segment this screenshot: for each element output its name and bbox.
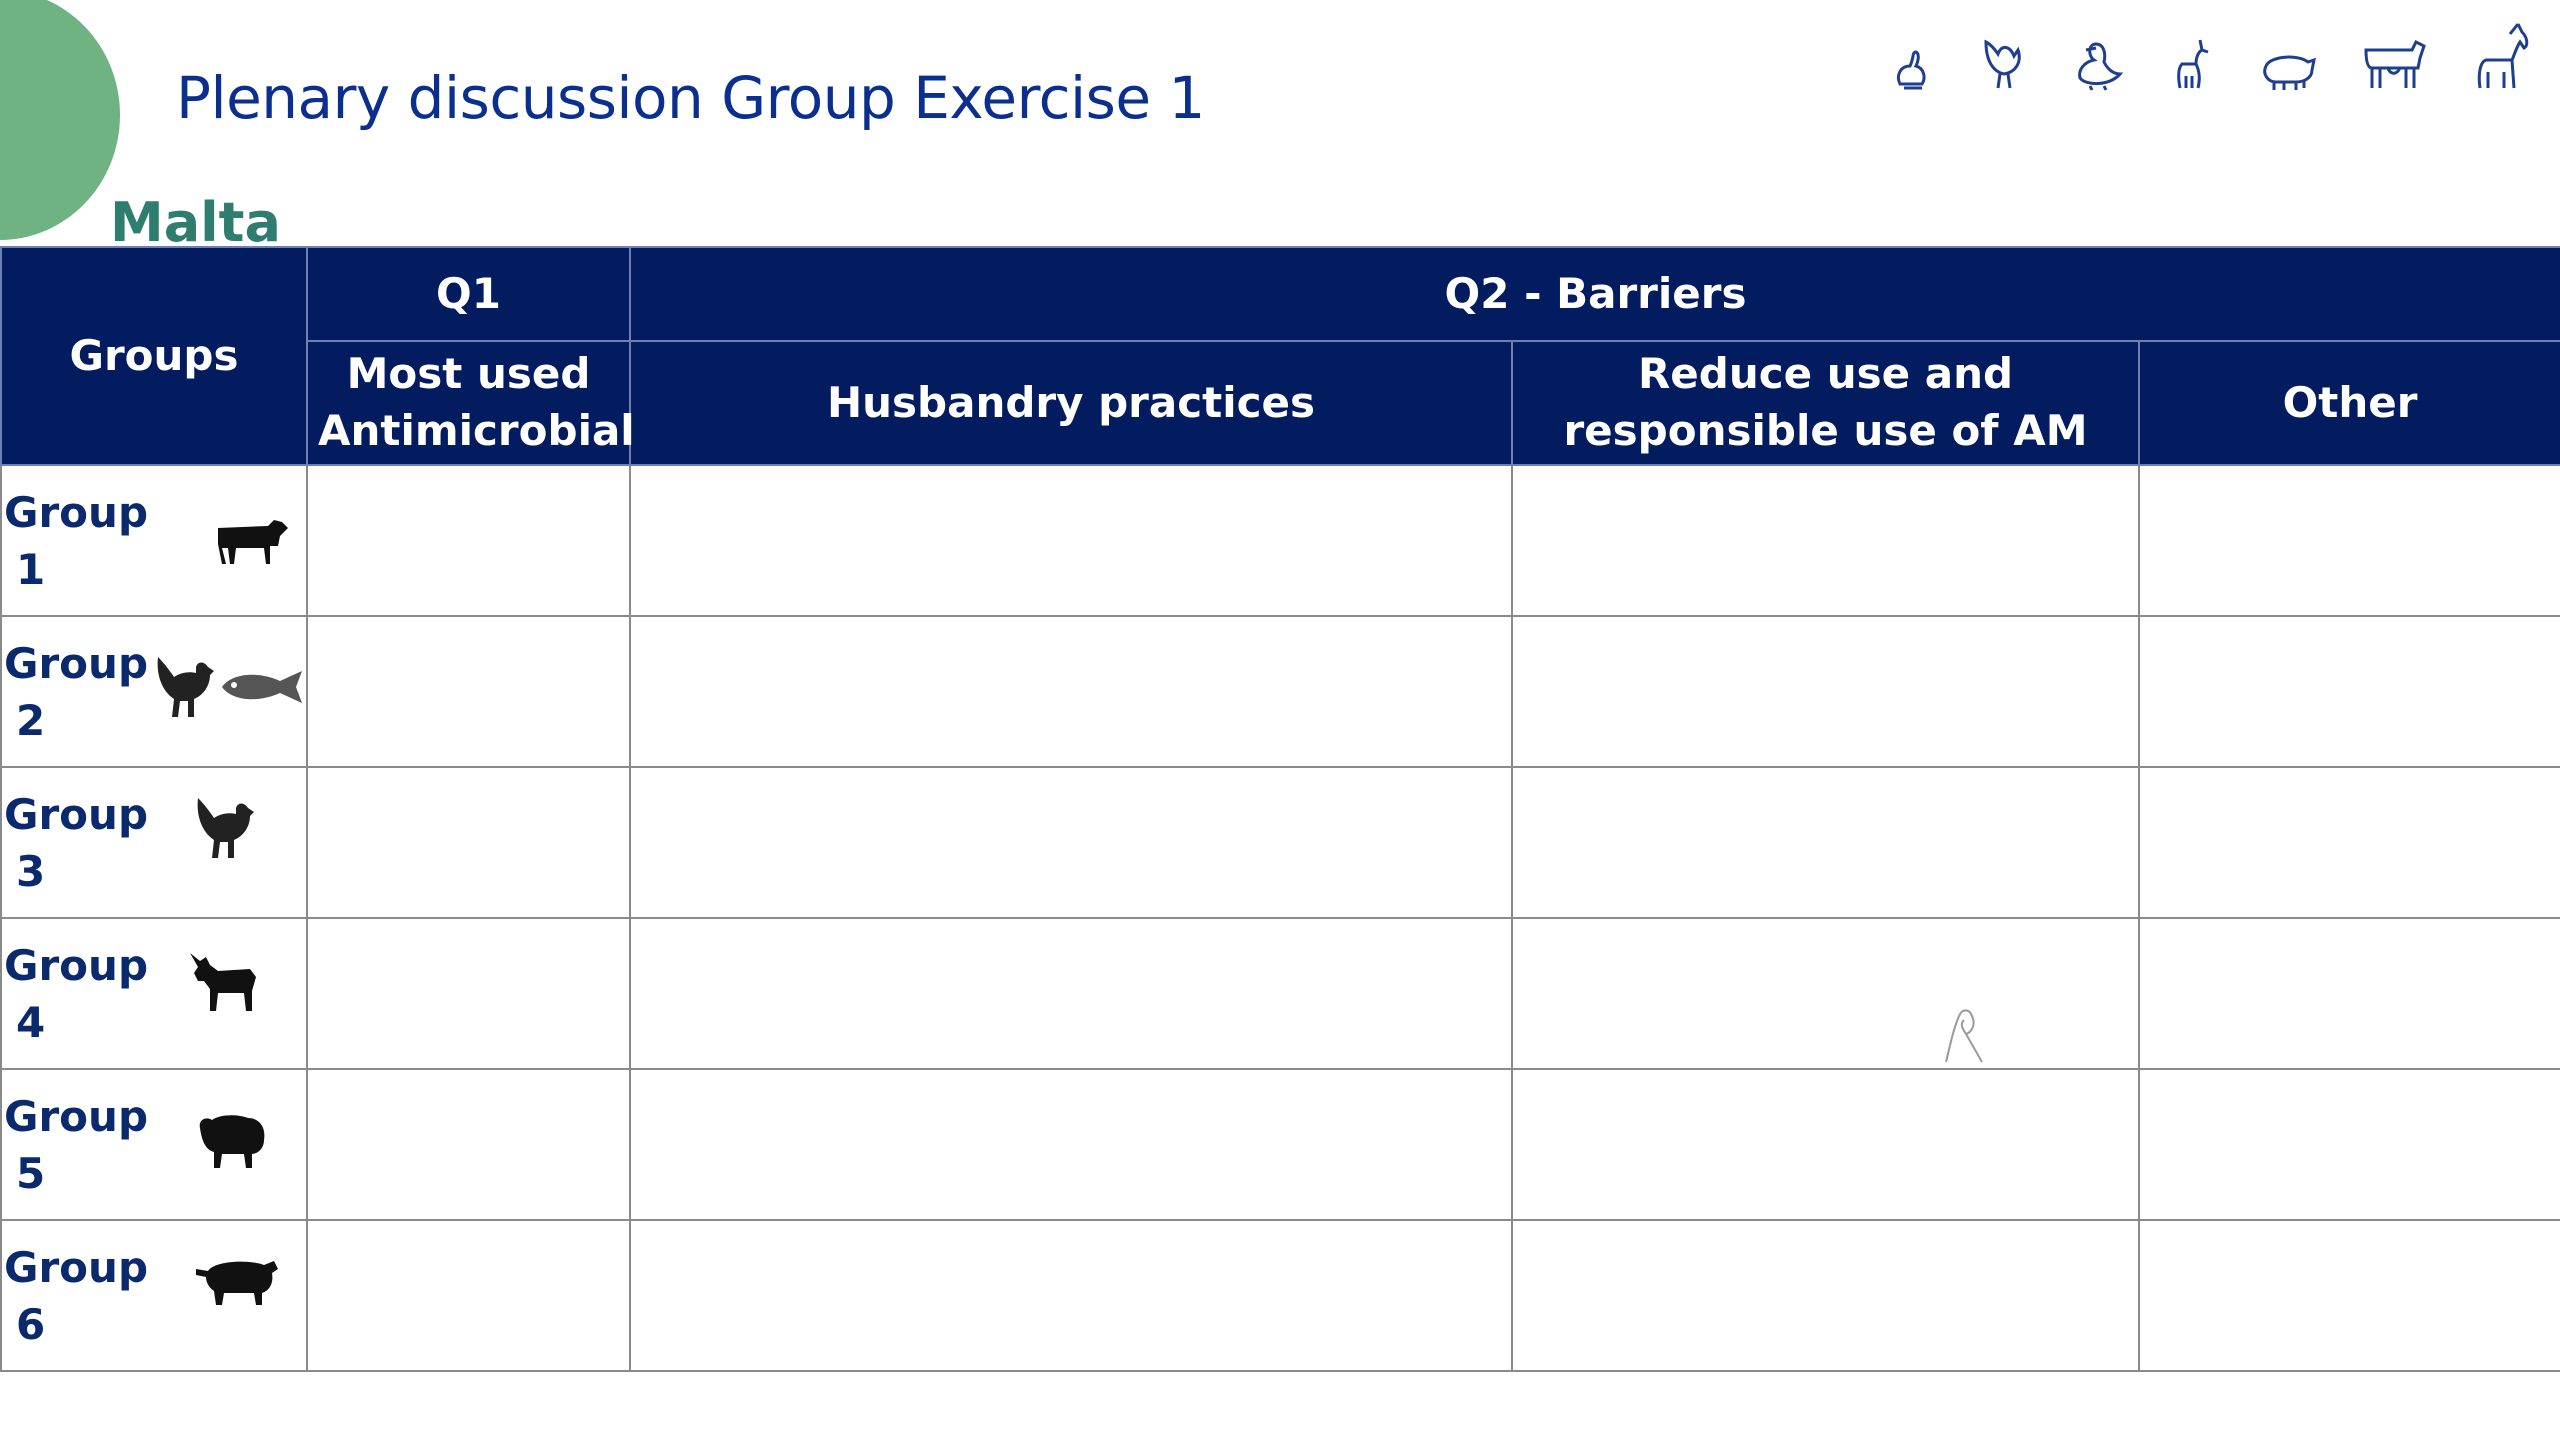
- husbandry-cell[interactable]: [629, 615, 1513, 768]
- group-cell: Group 2: [0, 615, 308, 768]
- group-cell: Group 5: [0, 1068, 308, 1221]
- group-label: Group 1: [4, 488, 149, 594]
- groups-header: Groups: [0, 246, 308, 466]
- rabbit-icon: [1892, 48, 1934, 92]
- pig-icon: [2258, 48, 2316, 92]
- other-cell[interactable]: [2137, 1219, 2560, 1372]
- reduce-use-cell[interactable]: [1511, 1219, 2140, 1372]
- reduce-use-cell[interactable]: [1511, 1068, 2140, 1221]
- species-icon-strip: [1892, 20, 2532, 92]
- goat-icon: [188, 951, 260, 1017]
- chicken-icon: [1980, 36, 2028, 92]
- table-row: Group 5: [0, 1068, 2560, 1221]
- pig-icon: [194, 1255, 280, 1311]
- cow-icon: [2362, 38, 2428, 92]
- husbandry-cell[interactable]: [629, 917, 1513, 1070]
- table-row: Group 1: [0, 464, 2560, 617]
- chicken-icon: [192, 792, 256, 868]
- table-row: Group 3: [0, 766, 2560, 919]
- other-cell[interactable]: [2137, 766, 2560, 919]
- husbandry-cell[interactable]: [629, 766, 1513, 919]
- table-row: Group 2: [0, 615, 2560, 768]
- other-cell[interactable]: [2137, 464, 2560, 617]
- husbandry-cell[interactable]: [629, 464, 1513, 617]
- husbandry-cell[interactable]: [629, 1068, 1513, 1221]
- decorative-circle: [0, 0, 120, 240]
- sheep-icon: [196, 1114, 268, 1174]
- reduce-use-cell[interactable]: [1511, 615, 2140, 768]
- exercise-table: Groups Q1 Q2 - Barriers Most used Antimi…: [0, 246, 2560, 1372]
- group-label: Group 2: [4, 639, 149, 745]
- fish-icon: [220, 667, 308, 711]
- group-cell: Group 1: [0, 464, 308, 617]
- group-label: Group 6: [4, 1243, 149, 1349]
- most-used-cell[interactable]: [306, 1219, 631, 1372]
- table-row: Group 4: [0, 917, 2560, 1070]
- goat-icon: [2172, 36, 2212, 92]
- group-label: Group 4: [4, 941, 149, 1047]
- group-label: Group 5: [4, 1092, 149, 1198]
- duck-icon: [2074, 38, 2126, 92]
- most-used-cell[interactable]: [306, 464, 631, 617]
- most-used-cell[interactable]: [306, 917, 631, 1070]
- group-cell: Group 6: [0, 1219, 308, 1372]
- group-label: Group 3: [4, 790, 149, 896]
- country-label: Malta: [110, 191, 281, 254]
- reduce-use-cell[interactable]: [1511, 917, 2140, 1070]
- q2-header: Q2 - Barriers: [628, 246, 2560, 342]
- most-used-cell[interactable]: [306, 766, 631, 919]
- most-used-antimicrobial-header: Most used Antimicrobial: [306, 340, 635, 466]
- reduce-use-header: Reduce use and responsible use of AM: [1511, 340, 2140, 466]
- reduce-use-cell[interactable]: [1511, 464, 2140, 617]
- husbandry-practices-header: Husbandry practices: [629, 340, 1513, 466]
- table-row: Group 6: [0, 1219, 2560, 1372]
- group-cell: Group 4: [0, 917, 308, 1070]
- other-cell[interactable]: [2137, 917, 2560, 1070]
- most-used-cell[interactable]: [306, 615, 631, 768]
- slide-title: Plenary discussion Group Exercise 1: [176, 64, 1205, 132]
- reduce-use-cell[interactable]: [1511, 766, 2140, 919]
- pen-cursor-icon: [1942, 1006, 1988, 1069]
- q1-header: Q1: [306, 246, 631, 342]
- other-header: Other: [2137, 340, 2560, 466]
- other-cell[interactable]: [2137, 615, 2560, 768]
- husbandry-cell[interactable]: [629, 1219, 1513, 1372]
- other-cell[interactable]: [2137, 1068, 2560, 1221]
- group-cell: Group 3: [0, 766, 308, 919]
- most-used-cell[interactable]: [306, 1068, 631, 1221]
- horse-icon: [2474, 20, 2532, 92]
- cow-icon: [216, 518, 290, 570]
- chicken-icon: [152, 651, 216, 727]
